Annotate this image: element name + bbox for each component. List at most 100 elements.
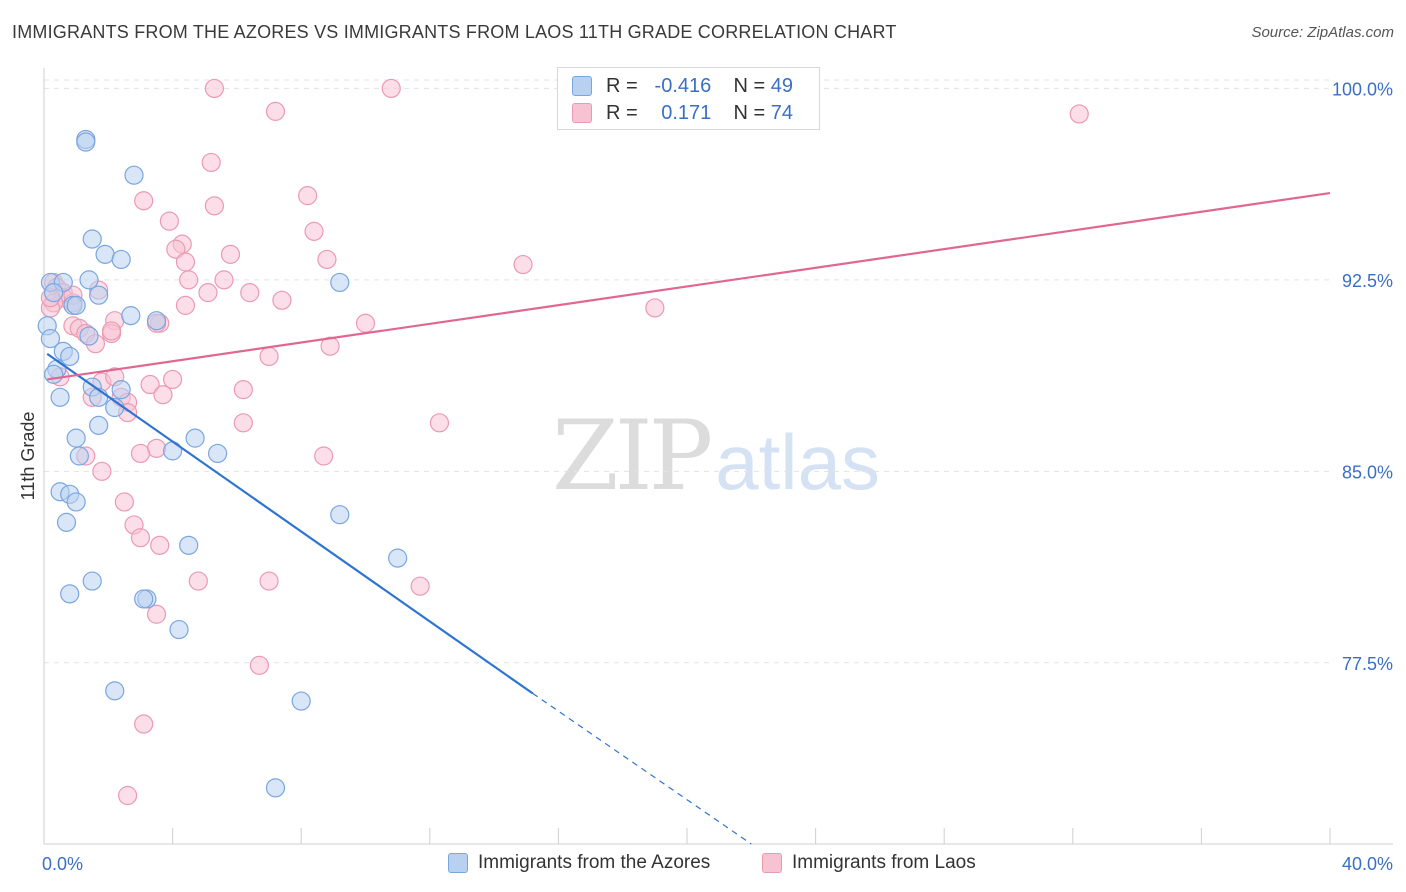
laos-point xyxy=(298,186,318,206)
azores-point xyxy=(66,492,86,512)
azores-point xyxy=(111,249,131,270)
laos-point xyxy=(249,655,270,675)
laos-point xyxy=(233,413,253,433)
laos-point xyxy=(259,571,279,591)
laos-point xyxy=(117,785,138,806)
legend-swatch-laos xyxy=(762,853,782,873)
laos-point xyxy=(140,374,160,395)
y-tick-label: 77.5% xyxy=(1342,654,1393,674)
azores-points xyxy=(37,129,408,798)
laos-point xyxy=(259,346,279,367)
azores-point xyxy=(79,326,99,346)
legend: Immigrants from the Azores Immigrants fr… xyxy=(0,852,1406,878)
laos-point xyxy=(114,492,134,512)
laos-point xyxy=(101,321,122,341)
azores-point xyxy=(111,380,131,400)
azores-point xyxy=(66,295,86,315)
laos-point xyxy=(163,369,183,390)
laos-point xyxy=(201,152,221,173)
azores-point xyxy=(66,428,86,448)
azores-point xyxy=(146,311,167,331)
laos-point xyxy=(513,254,533,275)
azores-point xyxy=(95,244,115,264)
laos-point xyxy=(645,298,665,318)
y-tick-label: 100.0% xyxy=(1332,79,1393,99)
laos-point xyxy=(240,283,260,303)
laos-point xyxy=(130,528,151,548)
legend-item-azores[interactable]: Immigrants from the Azores xyxy=(448,852,710,874)
stats-r-label-azores: R = xyxy=(606,74,638,97)
azores-point xyxy=(60,346,80,367)
azores-point xyxy=(82,229,102,249)
laos-point xyxy=(204,78,224,99)
azores-point xyxy=(89,415,109,435)
laos-point xyxy=(204,196,224,216)
azores-point xyxy=(69,446,89,466)
stats-n-label-laos: N = xyxy=(733,101,766,124)
laos-point xyxy=(146,438,167,458)
laos-point xyxy=(317,249,337,270)
azores-point xyxy=(56,512,77,532)
laos-point xyxy=(429,413,450,433)
laos-point xyxy=(146,604,167,624)
stats-box: R = -0.416 N = 49 R = 0.171 N = 74 xyxy=(557,67,820,130)
laos-point xyxy=(198,283,218,303)
laos-point xyxy=(175,252,196,272)
y-tick-label: 92.5% xyxy=(1342,271,1393,291)
laos-point xyxy=(214,270,234,290)
laos-point xyxy=(233,380,253,400)
azores-point xyxy=(89,285,109,305)
azores-point xyxy=(185,428,205,448)
stats-row-laos: R = 0.171 N = 74 xyxy=(572,100,793,126)
azores-point xyxy=(134,589,154,609)
azores-trend-extension xyxy=(532,692,752,845)
azores-point xyxy=(60,584,80,604)
laos-point xyxy=(134,714,154,734)
azores-point xyxy=(50,387,70,407)
y-tick-label: 85.0% xyxy=(1342,462,1393,482)
laos-point xyxy=(153,385,173,405)
trend-lines xyxy=(46,191,1331,845)
laos-point xyxy=(92,461,112,481)
azores-trend-line xyxy=(46,352,534,695)
laos-point xyxy=(1069,104,1089,124)
legend-item-laos[interactable]: Immigrants from Laos xyxy=(762,852,976,874)
azores-point xyxy=(330,272,350,293)
y-axis-label: 11th Grade xyxy=(18,412,38,501)
azores-point xyxy=(40,328,61,349)
axes xyxy=(43,68,1393,845)
stats-row-azores: R = -0.416 N = 49 xyxy=(572,73,793,99)
laos-trend-line xyxy=(47,191,1331,381)
laos-point xyxy=(265,101,286,121)
azores-point xyxy=(265,778,286,798)
laos-point xyxy=(410,576,430,596)
laos-point xyxy=(130,443,151,464)
azores-point xyxy=(44,283,64,303)
x-tick-label: 0.0% xyxy=(42,854,83,874)
azores-point xyxy=(121,306,141,326)
chart-title: IMMIGRANTS FROM THE AZORES VS IMMIGRANTS… xyxy=(12,22,897,42)
azores-point xyxy=(388,548,408,568)
stats-n-label-azores: N = xyxy=(733,74,766,97)
axis-labels: 77.5% 85.0% 92.5% 100.0% 0.0% 40.0% 11th Grade xyxy=(18,79,1393,874)
legend-swatch-azores xyxy=(448,853,468,873)
laos-point xyxy=(166,239,186,259)
laos-point xyxy=(220,244,241,264)
laos-point xyxy=(355,313,376,333)
laos-point xyxy=(134,191,154,211)
laos-point xyxy=(381,78,401,99)
azores-point xyxy=(124,165,144,185)
azores-point xyxy=(79,270,99,290)
azores-point xyxy=(291,691,311,711)
x-tick-label: 40.0% xyxy=(1342,854,1393,874)
stats-swatch-azores xyxy=(572,76,592,96)
stats-swatch-laos xyxy=(572,103,592,123)
azores-point xyxy=(82,571,102,591)
laos-point xyxy=(188,571,208,591)
stats-r-value-laos: 0.171 xyxy=(655,101,712,124)
chart-source: Source: ZipAtlas.com xyxy=(1251,24,1394,41)
laos-point xyxy=(314,446,334,466)
legend-label-azores: Immigrants from the Azores xyxy=(478,852,711,873)
stats-n-value-azores: 49 xyxy=(770,74,793,97)
